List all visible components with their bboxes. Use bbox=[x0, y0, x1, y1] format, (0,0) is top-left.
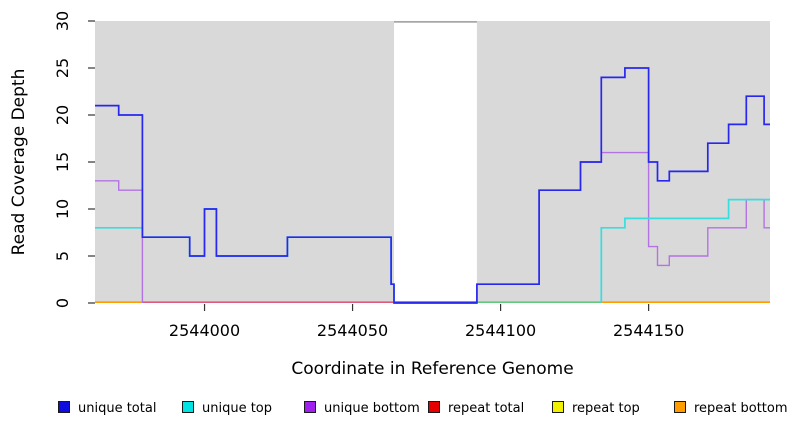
series-line-unique-total bbox=[95, 67, 770, 304]
legend-swatch-unique-bottom bbox=[304, 401, 316, 413]
masked-region bbox=[394, 22, 477, 303]
y-tick-label: 20 bbox=[53, 105, 72, 125]
legend-label-unique-bottom: unique bottom bbox=[324, 401, 420, 416]
legend-item-unique-bottom: unique bottom bbox=[304, 397, 420, 416]
legend-label-repeat-top: repeat top bbox=[572, 401, 640, 416]
y-tick-label: 25 bbox=[53, 58, 72, 78]
y-tick-label: 5 bbox=[53, 251, 72, 261]
legend-swatch-repeat-top bbox=[552, 401, 564, 413]
legend-label-unique-top: unique top bbox=[202, 401, 273, 416]
legend-item-repeat-top: repeat top bbox=[552, 397, 640, 416]
x-tick-label: 2544050 bbox=[317, 321, 388, 340]
y-tick-label: 15 bbox=[53, 152, 72, 172]
y-tick-label: 30 bbox=[53, 11, 72, 31]
x-axis-title: Coordinate in Reference Genome bbox=[291, 359, 574, 379]
x-tick-label: 2544000 bbox=[169, 321, 240, 340]
legend-item-unique-total: unique total bbox=[58, 397, 157, 416]
legend-swatch-unique-total bbox=[58, 401, 70, 413]
legend-label-repeat-total: repeat total bbox=[448, 401, 525, 416]
y-tick-label: 0 bbox=[53, 298, 72, 308]
legend-item-unique-top: unique top bbox=[182, 397, 273, 416]
y-axis-title-text: Read Coverage Depth bbox=[9, 68, 29, 256]
legend-swatch-repeat-total bbox=[428, 401, 440, 413]
x-tick-label: 2544150 bbox=[613, 321, 684, 340]
x-tick-label: 2544100 bbox=[465, 321, 536, 340]
legend-label-repeat-bottom: repeat bottom bbox=[694, 401, 788, 416]
legend: unique total unique top unique bottom repea… bbox=[0, 397, 792, 421]
legend-swatch-repeat-bottom bbox=[674, 401, 686, 413]
y-tick-label: 10 bbox=[53, 199, 72, 219]
legend-swatch-unique-top bbox=[182, 401, 194, 413]
legend-item-repeat-total: repeat total bbox=[428, 397, 525, 416]
legend-item-repeat-bottom: repeat bottom bbox=[674, 397, 788, 416]
legend-label-unique-total: unique total bbox=[78, 401, 157, 416]
